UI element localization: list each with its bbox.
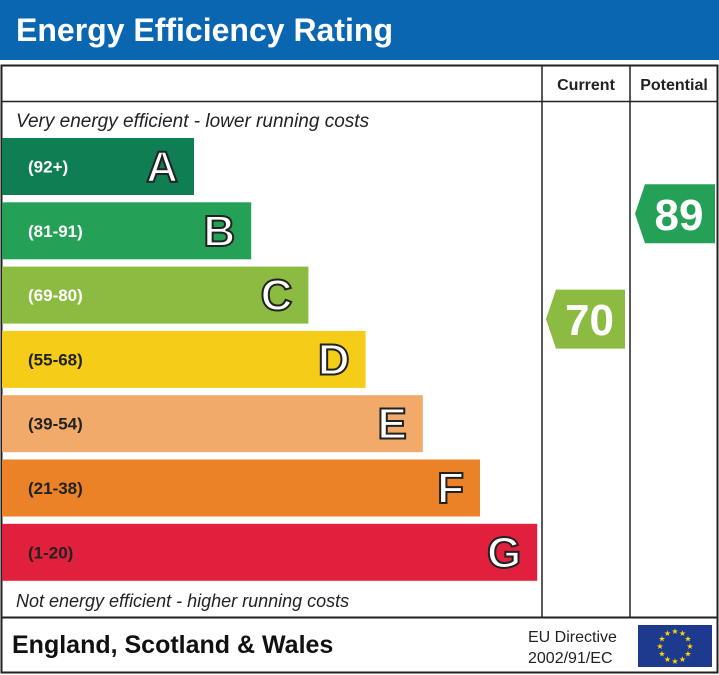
- band-bar: [2, 202, 252, 260]
- band-bar: [2, 138, 194, 195]
- star-icon: ★: [684, 650, 691, 659]
- band-bar: [2, 459, 480, 517]
- band-letter: F: [437, 464, 464, 513]
- column-header-potential: Potential: [640, 77, 708, 94]
- star-icon: ★: [658, 650, 665, 659]
- band-letter: D: [318, 335, 350, 384]
- current-rating-value: 70: [565, 296, 614, 345]
- band-g: (1-20) G: [2, 523, 538, 581]
- band-letter: A: [146, 143, 178, 192]
- band-a: (92+) A: [2, 138, 194, 195]
- star-icon: ★: [664, 629, 671, 638]
- top-note: Very energy efficient - lower running co…: [16, 111, 370, 132]
- band-bar: [2, 523, 538, 581]
- bottom-note: Not energy efficient - higher running co…: [16, 591, 349, 611]
- star-icon: ★: [671, 627, 678, 636]
- current-rating-arrow: 70: [546, 289, 625, 349]
- page-title: Energy Efficiency Rating: [0, 0, 719, 60]
- column-header-current: Current: [557, 77, 615, 94]
- star-icon: ★: [679, 655, 686, 664]
- star-icon: ★: [679, 629, 686, 638]
- band-range: (69-80): [28, 286, 83, 305]
- directive-line2: 2002/91/EC: [528, 650, 613, 667]
- potential-rating-arrow: 89: [635, 184, 715, 244]
- band-bar: [2, 395, 423, 453]
- directive-line1: EU Directive: [528, 629, 617, 646]
- band-range: (92+): [28, 158, 68, 177]
- band-letter: E: [377, 400, 406, 449]
- band-c: (69-80) C: [2, 266, 309, 324]
- star-icon: ★: [658, 635, 665, 644]
- current-arrow-shape: [546, 289, 625, 349]
- band-letter: C: [261, 271, 293, 320]
- band-b: (81-91) B: [2, 202, 252, 260]
- region-label: England, Scotland & Wales: [12, 631, 333, 659]
- band-bar: [2, 330, 366, 388]
- band-bar: [2, 266, 309, 324]
- potential-arrow-shape: [635, 184, 715, 244]
- band-range: (39-54): [28, 415, 83, 434]
- band-d: (55-68) D: [2, 330, 366, 388]
- star-icon: ★: [684, 635, 691, 644]
- band-range: (55-68): [28, 350, 83, 369]
- band-range: (21-38): [28, 479, 83, 498]
- chart-frame: [0, 64, 719, 674]
- band-f: (21-38) F: [2, 459, 480, 517]
- band-letter: B: [203, 207, 235, 256]
- band-range: (1-20): [28, 543, 73, 562]
- eu-flag-icon: ★ ★★★★★★★★★★★: [638, 625, 712, 667]
- star-icon: ★: [656, 642, 663, 651]
- star-icon: ★: [686, 642, 693, 651]
- band-letter: G: [487, 528, 521, 577]
- star-icon: ★: [664, 655, 671, 664]
- potential-rating-value: 89: [655, 191, 704, 240]
- band-e: (39-54) E: [2, 395, 423, 453]
- band-range: (81-91): [28, 222, 83, 241]
- star-icon: ★: [671, 657, 678, 666]
